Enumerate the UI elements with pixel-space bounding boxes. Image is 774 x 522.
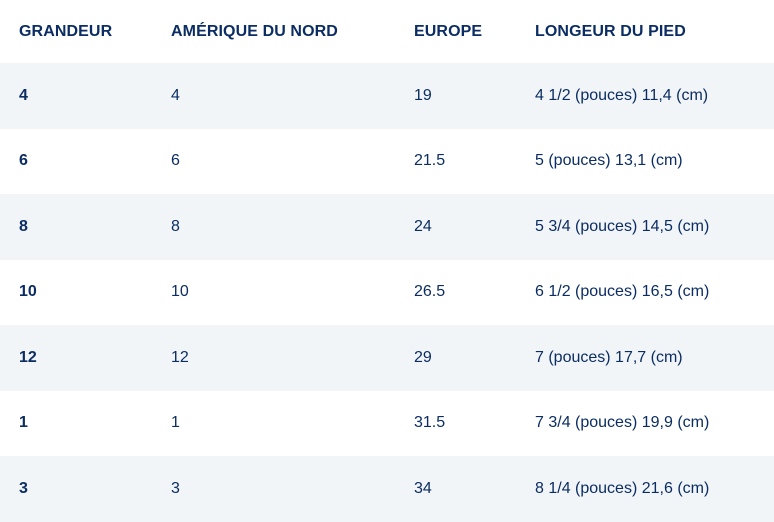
cell-longeur-du-pied: 6 1/2 (pouces) 16,5 (cm) (517, 259, 774, 325)
cell-europe: 19 (396, 63, 517, 129)
table-header: GRANDEUR AMÉRIQUE DU NORD EUROPE LONGEUR… (0, 0, 774, 63)
cell-amerique-du-nord: 4 (153, 63, 396, 129)
cell-grandeur: 6 (0, 128, 153, 194)
cell-longeur-du-pied: 7 3/4 (pouces) 19,9 (cm) (517, 390, 774, 456)
cell-europe: 26.5 (396, 259, 517, 325)
table-row: 6 6 21.5 5 (pouces) 13,1 (cm) (0, 128, 774, 194)
cell-longeur-du-pied: 5 3/4 (pouces) 14,5 (cm) (517, 194, 774, 260)
cell-amerique-du-nord: 6 (153, 128, 396, 194)
table-row: 4 4 19 4 1/2 (pouces) 11,4 (cm) (0, 63, 774, 129)
table-body: 4 4 19 4 1/2 (pouces) 11,4 (cm) 6 6 21.5… (0, 63, 774, 522)
cell-europe: 29 (396, 325, 517, 391)
cell-europe: 34 (396, 456, 517, 522)
cell-longeur-du-pied: 5 (pouces) 13,1 (cm) (517, 128, 774, 194)
header-europe: EUROPE (414, 22, 483, 40)
table-row: 1 1 31.5 7 3/4 (pouces) 19,9 (cm) (0, 390, 774, 456)
cell-longeur-du-pied: 7 (pouces) 17,7 (cm) (517, 325, 774, 391)
cell-grandeur: 12 (0, 325, 153, 391)
table-row: 8 8 24 5 3/4 (pouces) 14,5 (cm) (0, 194, 774, 260)
cell-amerique-du-nord: 1 (153, 390, 396, 456)
cell-grandeur: 8 (0, 194, 153, 260)
table-row: 12 12 29 7 (pouces) 17,7 (cm) (0, 325, 774, 391)
cell-grandeur: 3 (0, 456, 153, 522)
table-row: 3 3 34 8 1/4 (pouces) 21,6 (cm) (0, 456, 774, 522)
cell-amerique-du-nord: 12 (153, 325, 396, 391)
header-amerique-du-nord: AMÉRIQUE DU NORD (171, 22, 338, 40)
cell-grandeur: 4 (0, 63, 153, 129)
header-longeur-du-pied: LONGEUR DU PIED (535, 22, 686, 40)
cell-amerique-du-nord: 10 (153, 259, 396, 325)
table-row: 10 10 26.5 6 1/2 (pouces) 16,5 (cm) (0, 259, 774, 325)
cell-longeur-du-pied: 4 1/2 (pouces) 11,4 (cm) (517, 63, 774, 129)
cell-longeur-du-pied: 8 1/4 (pouces) 21,6 (cm) (517, 456, 774, 522)
cell-grandeur: 10 (0, 259, 153, 325)
cell-europe: 24 (396, 194, 517, 260)
cell-europe: 31.5 (396, 390, 517, 456)
cell-grandeur: 1 (0, 390, 153, 456)
cell-europe: 21.5 (396, 128, 517, 194)
header-grandeur: GRANDEUR (19, 22, 113, 40)
cell-amerique-du-nord: 3 (153, 456, 396, 522)
cell-amerique-du-nord: 8 (153, 194, 396, 260)
header-row: GRANDEUR AMÉRIQUE DU NORD EUROPE LONGEUR… (0, 0, 774, 63)
